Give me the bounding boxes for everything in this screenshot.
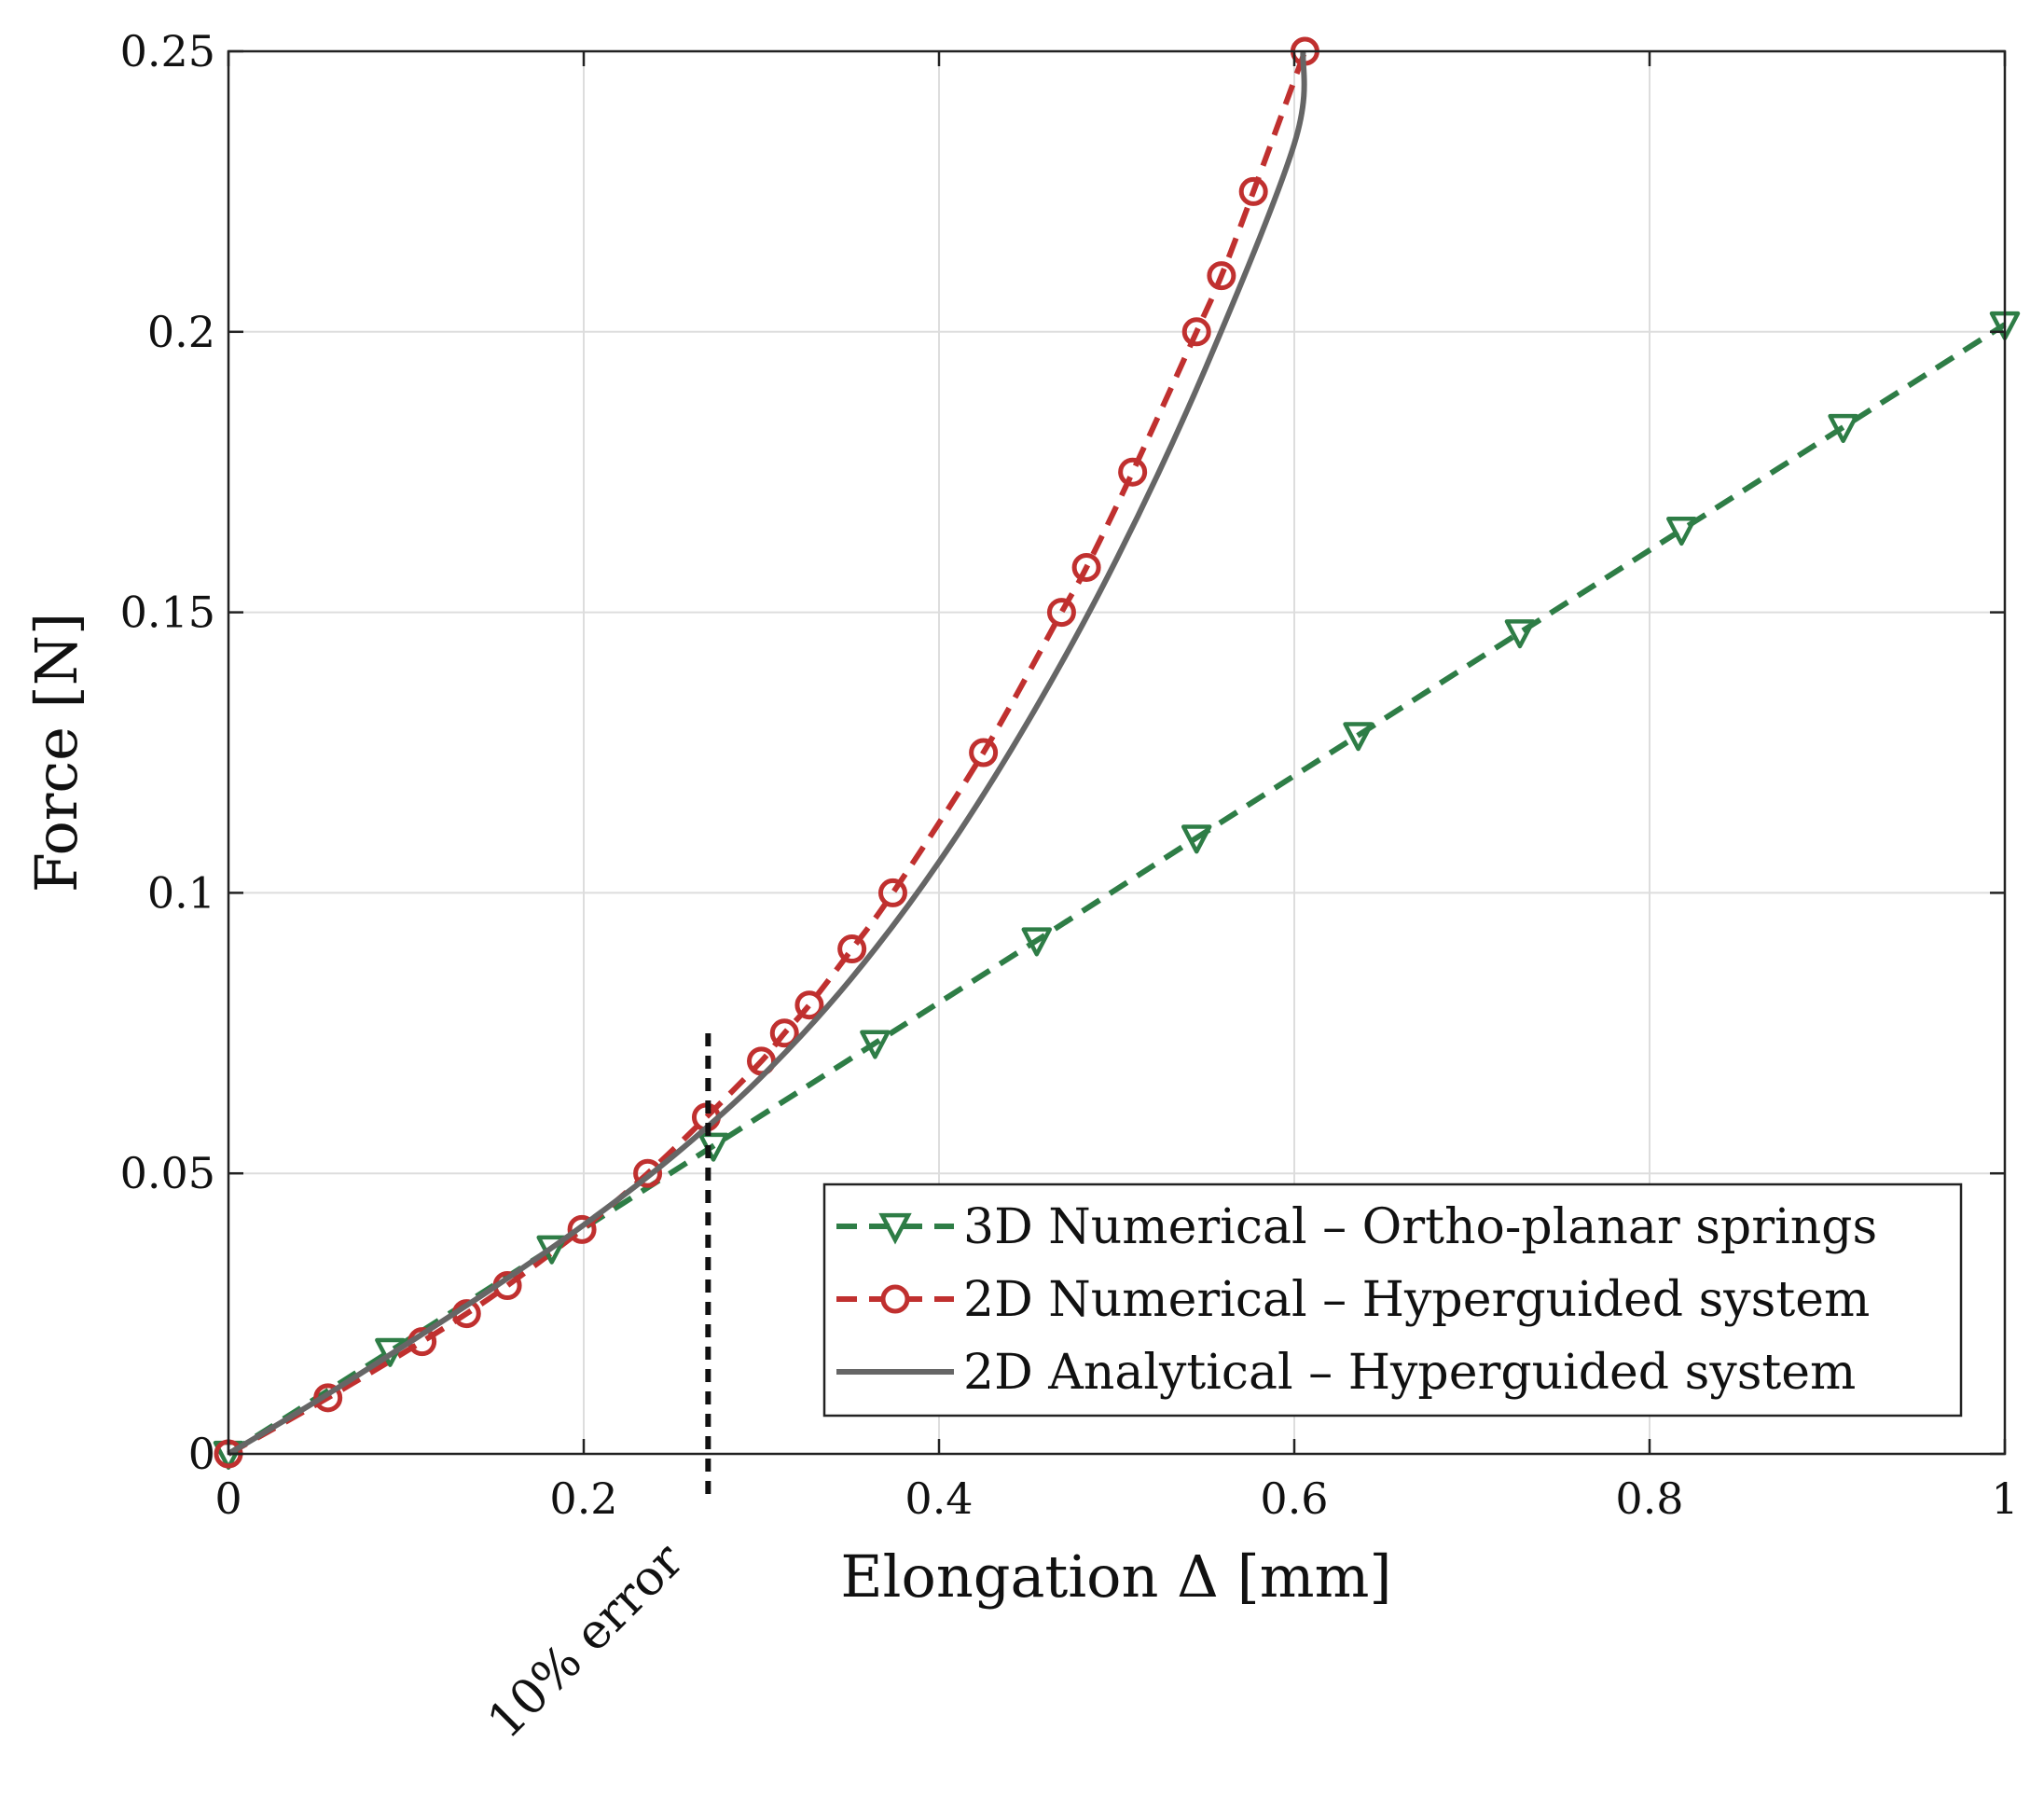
series-2d-numerical-line [227,49,1308,1457]
x-tick-label: 0.6 [1260,1473,1328,1524]
legend: 3D Numerical – Ortho-planar springs 2D N… [822,1183,1963,1418]
data-point-2d-numerical [567,1214,597,1244]
data-point-2d-numerical [877,878,907,907]
legend-label-3d-numerical: 3D Numerical – Ortho-planar springs [963,1199,1877,1255]
data-point-2d-numerical [1207,261,1236,291]
y-tick-label: 0.15 [120,588,215,638]
x-tick-label: 0.4 [905,1473,973,1524]
series-2d-analytical-line [227,50,1307,1457]
data-point-2d-numerical [837,934,867,964]
y-tick-label: 0 [188,1429,215,1479]
x-tick-label: 0.8 [1615,1473,1683,1524]
data-point-2d-numerical [1181,317,1211,347]
data-point-3d-numerical [860,1030,891,1059]
y-tick-label: 0.05 [120,1148,215,1198]
x-axis-label: Elongation Δ [mm] [840,1542,1391,1611]
data-point-2d-numerical [769,1018,799,1048]
axis-ticks: 0 0.2 0.4 0.6 0.8 1 0 0.05 0.1 0.15 0.2 0.25 [120,26,2019,1524]
y-tick-label: 0.2 [147,307,215,357]
legend-label-2d-analytical: 2D Analytical – Hyperguided system [963,1345,1856,1401]
data-point-2d-numerical [1118,457,1148,487]
data-point-3d-numerical [1021,927,1053,957]
x-tick-label: 0.2 [549,1473,617,1524]
y-axis-label: Force [N] [22,613,90,892]
data-point-3d-numerical [1666,517,1697,546]
data-point-3d-numerical [1343,722,1374,752]
data-point-2d-numerical [794,990,824,1020]
legend-marker-triangle [878,1212,912,1245]
x-tick-label: 0 [214,1473,242,1524]
data-point-2d-numerical [1046,598,1076,628]
plot-frame [227,49,2007,1456]
data-point-3d-numerical [1828,413,1858,444]
data-point-2d-numerical [313,1383,343,1413]
data-point-2d-numerical [1238,176,1268,206]
data-point-3d-numerical [1181,824,1212,854]
legend-label-2d-numerical: 2D Numerical – Hyperguided system [963,1272,1870,1328]
y-tick-label: 0.25 [120,26,215,76]
legend-marker-circle [880,1284,910,1314]
data-point-2d-numerical [969,738,999,768]
x-tick-label: 1 [1991,1473,2018,1524]
data-point-3d-numerical [1504,619,1536,649]
data-point-2d-numerical [1071,552,1101,582]
legend-box [822,1183,1963,1418]
y-tick-label: 0.1 [147,867,215,918]
data-point-2d-numerical [633,1158,663,1188]
